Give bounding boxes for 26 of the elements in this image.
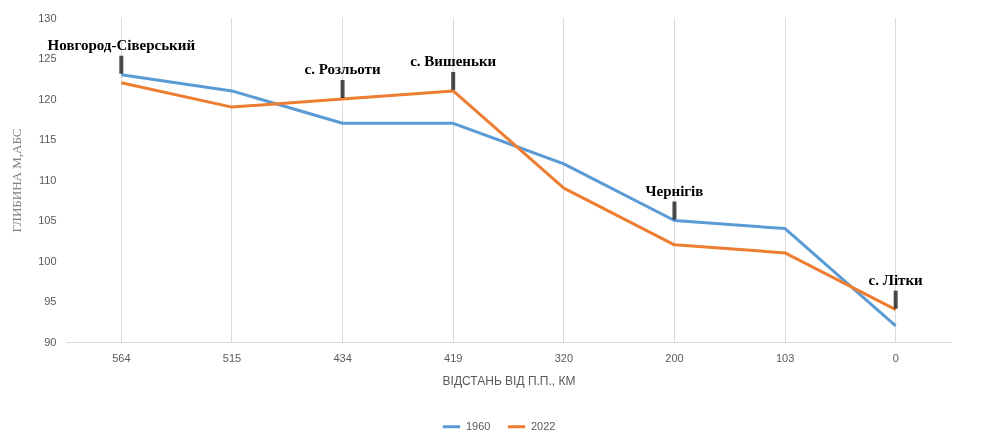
x-axis-title: ВІДСТАНЬ ВІД П.П., КМ [442, 373, 576, 388]
y-tick-label: 110 [38, 173, 57, 186]
annotation: с. Літки [868, 271, 924, 288]
legend-label: 1960 [466, 419, 491, 432]
y-tick-label: 95 [44, 295, 57, 307]
y-tick-label: 130 [38, 11, 57, 24]
x-tick-label: 419 [444, 351, 463, 364]
x-tick-label: 434 [333, 351, 352, 364]
y-tick-label: 125 [38, 52, 57, 64]
y-tick-label: 115 [38, 133, 57, 145]
annotation: с. Розльоти [304, 61, 381, 77]
y-tick-label: 90 [44, 335, 57, 348]
x-tick-label: 515 [222, 351, 242, 364]
x-tick-label: 200 [665, 351, 684, 364]
legend-label: 2022 [531, 419, 556, 432]
y-tick-label: 100 [38, 254, 57, 267]
annotation: Новгород-Сіверський [47, 36, 196, 53]
x-tick-label: 564 [112, 351, 131, 364]
x-tick-label: 103 [775, 351, 795, 364]
y-tick-label: 120 [38, 92, 57, 105]
annotation: с. Вишеньки [410, 52, 497, 69]
x-tick-label: 320 [554, 351, 573, 364]
annotation: Чернігів [645, 182, 704, 199]
x-tick-label: 0 [892, 351, 899, 364]
y-tick-label: 105 [38, 214, 57, 226]
y-axis-title: ГЛИБИНА М,АБС [9, 128, 25, 233]
